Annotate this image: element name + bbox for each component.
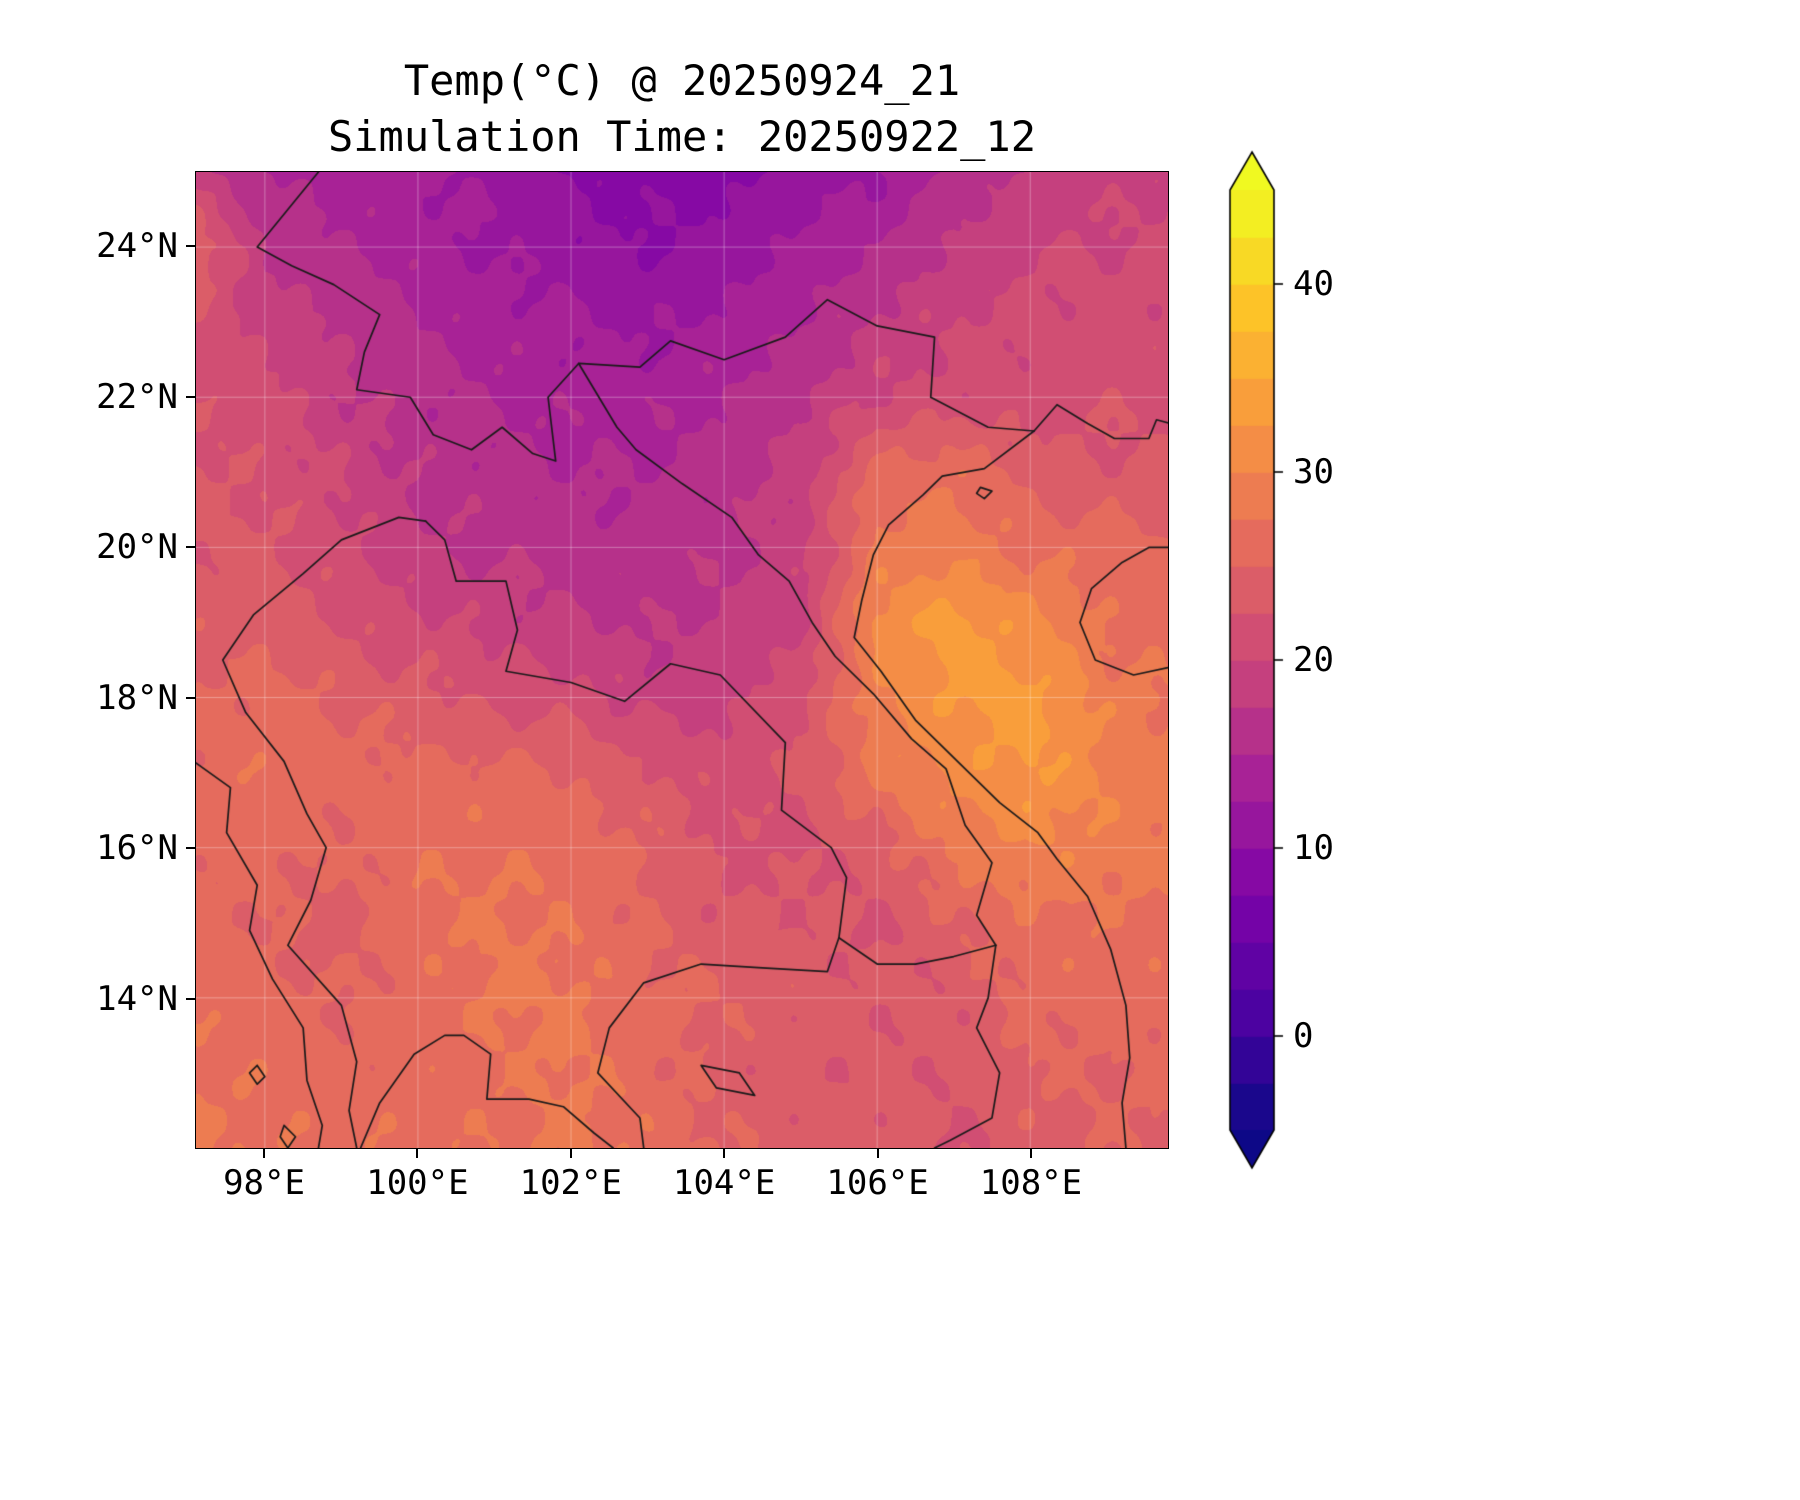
x-tick-label: 104°E	[672, 1163, 776, 1203]
y-tick-label: 14°N	[96, 978, 178, 1019]
x-axis-tick	[723, 1149, 726, 1158]
y-tick-label: 22°N	[96, 376, 178, 417]
x-axis-tick	[876, 1149, 879, 1158]
y-tick-label: 16°N	[96, 828, 178, 869]
plot-title: Temp(°C) @ 20250924_21	[403, 56, 961, 105]
y-tick-label: 20°N	[96, 527, 178, 568]
x-axis-tick	[1029, 1149, 1032, 1158]
plot-subtitle: Simulation Time: 20250922_12	[327, 112, 1036, 161]
colorbar-canvas	[1222, 150, 1292, 1210]
x-tick-label: 98°E	[223, 1163, 305, 1203]
colorbar-tick-label: 30	[1293, 452, 1334, 492]
y-axis-tick	[186, 847, 195, 850]
colorbar-tick-label: 20	[1293, 640, 1334, 680]
x-tick-label: 106°E	[826, 1163, 929, 1203]
colorbar-tick-label: 10	[1293, 828, 1334, 868]
y-axis-tick	[186, 696, 195, 699]
x-axis-tick	[263, 1149, 266, 1158]
x-axis-tick	[569, 1149, 572, 1158]
y-axis-tick	[186, 245, 195, 248]
colorbar-tick-label: 40	[1293, 264, 1334, 304]
temperature-field-canvas	[196, 172, 1168, 1148]
colorbar	[1222, 150, 1292, 1210]
y-axis-tick	[186, 997, 195, 1000]
y-tick-label: 24°N	[96, 226, 178, 267]
x-tick-label: 100°E	[366, 1163, 469, 1203]
colorbar-tick-label: 0	[1293, 1016, 1314, 1056]
x-axis-tick	[416, 1149, 419, 1158]
y-axis-tick	[186, 546, 195, 549]
x-tick-label: 108°E	[979, 1163, 1083, 1203]
y-axis-tick	[186, 395, 195, 398]
x-tick-label: 102°E	[519, 1163, 622, 1203]
y-tick-label: 18°N	[96, 677, 178, 718]
map-plot	[195, 171, 1169, 1149]
